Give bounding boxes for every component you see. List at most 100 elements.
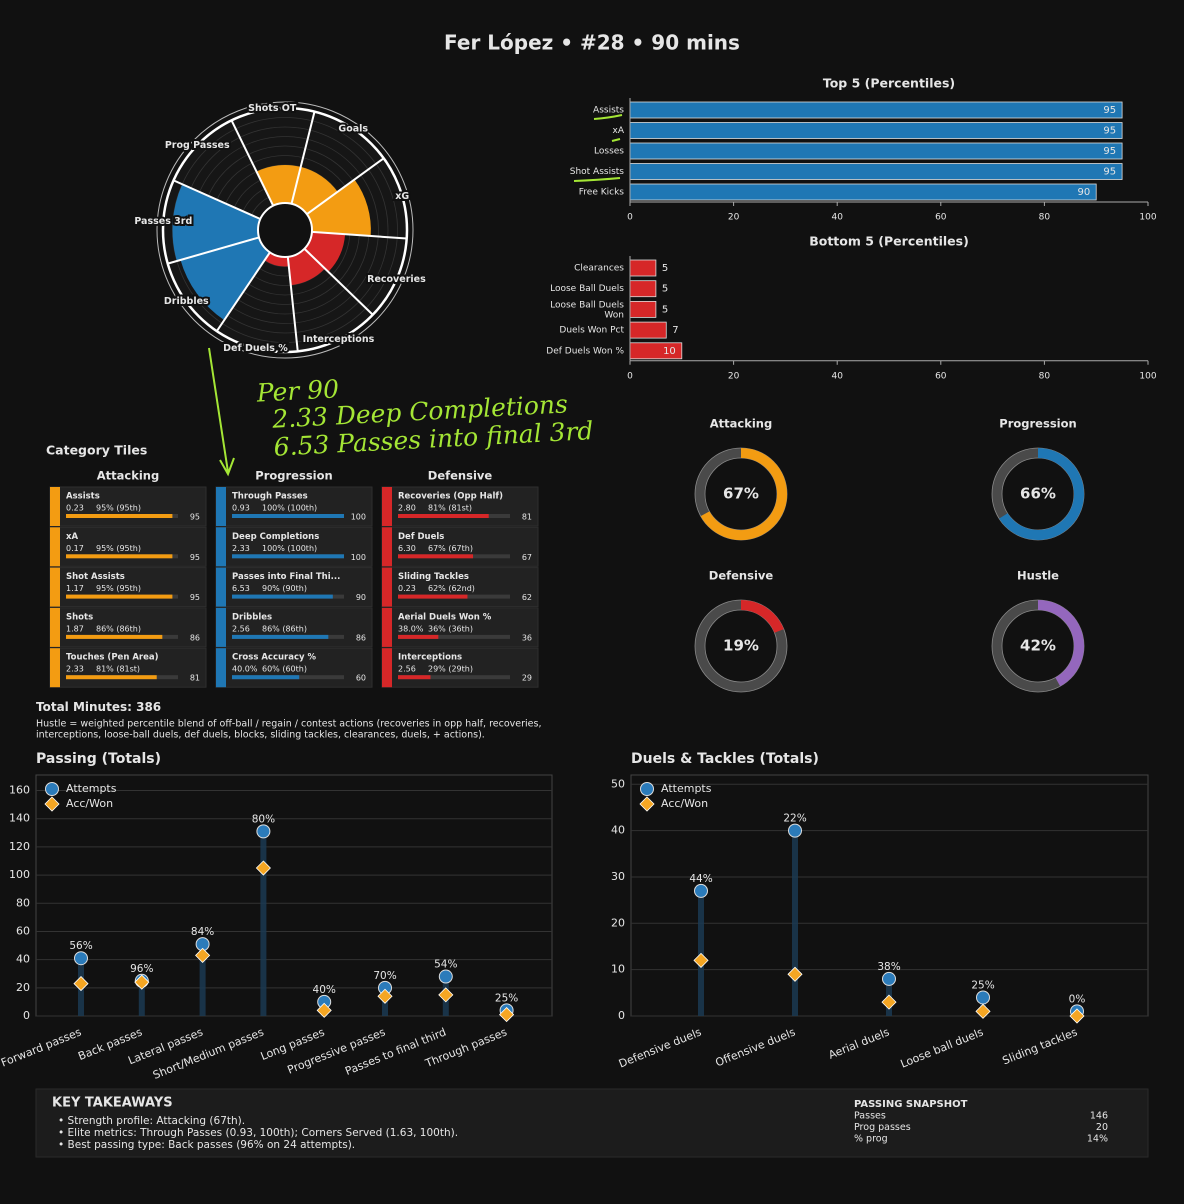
donut-title: Defensive [709, 569, 774, 583]
tile-pct: 81% (81st) [428, 504, 472, 513]
plot-frame [35, 774, 553, 1017]
stem [199, 944, 206, 1016]
chart-title: Duels & Tackles (Totals) [631, 751, 819, 767]
tile-bar [66, 634, 163, 639]
attempts-dot [694, 883, 708, 898]
tile [49, 486, 207, 527]
tile-bar [398, 514, 489, 518]
legend-label: Attempts [661, 782, 712, 795]
y-tick-label: 160 [9, 784, 30, 797]
tile-bar [398, 634, 439, 639]
radar-edge [161, 106, 409, 354]
tile-name: Assists [66, 492, 100, 502]
bar [629, 280, 657, 298]
y-tick-label: Loose Ball Duels [550, 284, 624, 294]
tile-pct: 100% (100th) [262, 504, 317, 513]
tile-score: 81 [190, 674, 200, 683]
bar-value-label: 90 [1077, 187, 1090, 198]
radar-hole [257, 202, 313, 258]
tile [381, 607, 539, 648]
y-tick-label: 20 [611, 916, 625, 929]
won-diamond [134, 974, 150, 990]
total-minutes-label: Total Minutes: [36, 700, 132, 714]
legend-label: Acc/Won [661, 797, 708, 810]
pct-label: 0% [1069, 993, 1086, 1005]
tile [381, 486, 539, 527]
y-tick-label: xA [613, 126, 625, 136]
radar-wedge [180, 237, 270, 321]
radar-label: Goals [338, 123, 368, 134]
radar-divider [286, 256, 299, 352]
bar-value-label: 95 [1103, 146, 1116, 157]
y-tick-label: Clearances [574, 264, 624, 274]
bar [629, 300, 657, 318]
chart-title: Bottom 5 (Percentiles) [809, 234, 969, 249]
y-tick-label: Loose Ball Duels Won [550, 300, 624, 320]
attempts-dot [256, 824, 271, 839]
radar-label: Dribbles [164, 296, 209, 307]
tile-score: 95 [190, 593, 200, 602]
tile-score: 90 [356, 593, 366, 602]
pct-label: 44% [689, 873, 712, 885]
won-diamond [316, 1002, 332, 1018]
x-tick-label: 0 [627, 213, 633, 223]
pct-label: 25% [495, 992, 518, 1004]
radar-wedge [287, 248, 325, 286]
tile [49, 647, 207, 688]
won-diamond [73, 976, 89, 992]
radar-wedge [304, 231, 346, 272]
donut-value-label: 19% [723, 637, 759, 655]
y-tick-label: 10 [611, 963, 625, 976]
tile-name: Recoveries (Opp Half) [398, 492, 503, 502]
tile-strip [382, 648, 392, 688]
tile-stat: 0.23 [66, 504, 84, 513]
column-title: Attacking [97, 469, 159, 483]
tile-score: 67 [522, 553, 532, 562]
bar-value-label: 95 [1103, 126, 1116, 137]
column-title: Defensive [428, 469, 493, 483]
legend-marker [45, 782, 59, 796]
tile-name: Shots [66, 612, 93, 622]
x-tick-label: 20 [728, 371, 740, 381]
tile-score: 36 [522, 633, 532, 642]
tile-score: 95 [190, 553, 200, 562]
y-tick-label: 0 [23, 1009, 30, 1022]
tile-score: 95 [190, 513, 200, 522]
tile-bar [66, 675, 157, 680]
radar-divider [303, 248, 374, 316]
tile-pct: 86% (86th) [262, 624, 307, 633]
y-tick-label: 100 [9, 868, 30, 881]
won-diamond [975, 1003, 991, 1019]
tile-pct: 90% (90th) [262, 584, 307, 593]
y-tick-label: 80 [16, 896, 30, 909]
tile-bar [398, 554, 474, 559]
x-tick-label: 20 [728, 213, 740, 223]
donut-arc [999, 448, 1084, 540]
radar-label: Recoveries [367, 274, 426, 285]
tile-score: 100 [351, 513, 366, 522]
note-arrow [208, 347, 235, 477]
attempts-dot [74, 951, 88, 966]
tile-pct: 86% (86th) [96, 624, 141, 633]
radar-divider [230, 119, 275, 207]
tile [49, 526, 207, 567]
won-diamond [499, 1007, 515, 1023]
legend-label: Acc/Won [66, 797, 113, 810]
tile-stat: 0.93 [232, 504, 250, 513]
x-tick-label: 80 [1039, 213, 1051, 223]
radar-divider [311, 230, 407, 240]
chart-title: Top 5 (Percentiles) [823, 76, 955, 91]
radar-wedge [172, 184, 261, 262]
tile-bar [232, 514, 344, 518]
radar-label: xG [395, 191, 409, 202]
y-tick-label: Def Duels Won % [546, 346, 624, 356]
tile-name: Def Duels [398, 532, 444, 542]
tile-stat: 6.30 [398, 544, 416, 553]
tile-pct: 95% (95th) [96, 504, 141, 513]
won-diamond [195, 947, 211, 963]
tile-pct: 100% (100th) [262, 544, 317, 553]
y-tick-label: Free Kicks [579, 188, 625, 198]
snapshot-value: 146 [1090, 1111, 1108, 1122]
y-tick-label: 140 [9, 812, 30, 825]
